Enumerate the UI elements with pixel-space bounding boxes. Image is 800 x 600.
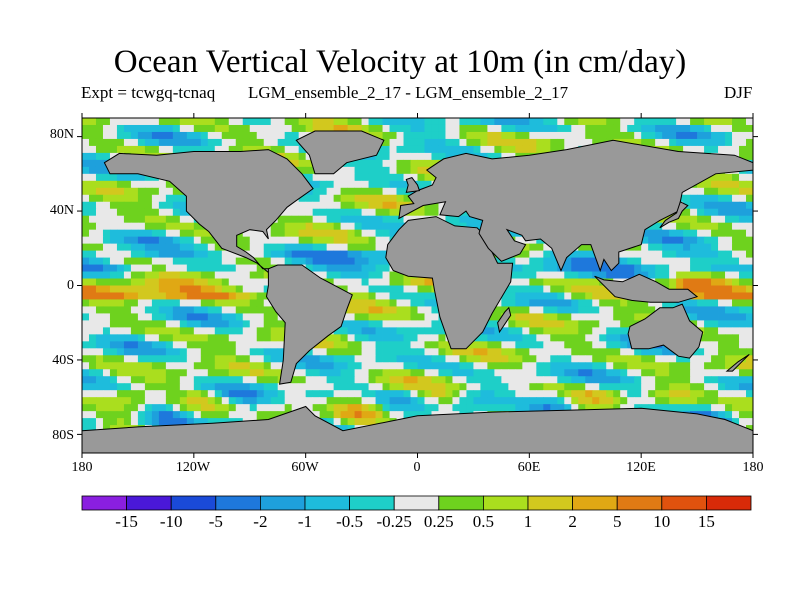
land-antarctica xyxy=(82,405,753,453)
x-tick-label: 120W xyxy=(175,460,211,475)
land-greenland xyxy=(295,130,385,175)
colorbar-label: -1 xyxy=(297,512,313,531)
land-australia xyxy=(627,303,704,359)
land-japan xyxy=(659,201,689,229)
x-tick-label: 60E xyxy=(517,460,541,475)
colorbar-swatch xyxy=(572,495,618,511)
colorbar-label: 10 xyxy=(653,512,671,531)
chart-title: Ocean Vertical Velocity at 10m (in cm/da… xyxy=(113,44,687,80)
y-tick-label: 40S xyxy=(52,353,74,368)
season-label: DJF xyxy=(724,83,753,102)
colorbar-swatch xyxy=(527,495,573,511)
land-uk xyxy=(405,177,421,193)
land-new-zealand xyxy=(725,353,750,372)
land-south-america xyxy=(265,264,353,385)
ensemble-label: LGM_ensemble_2_17 - LGM_ensemble_2_17 xyxy=(248,83,569,102)
y-tick-label: 0 xyxy=(67,278,74,293)
x-tick-label: 60W xyxy=(291,460,319,475)
colorbar-label: 0.25 xyxy=(423,512,454,531)
land-madagascar xyxy=(497,306,512,334)
x-tick-label: 180 xyxy=(71,460,93,475)
y-tick-label: 80N xyxy=(49,127,74,142)
colorbar-swatch xyxy=(349,495,395,511)
land-north-america xyxy=(103,149,314,274)
colorbar-label: -10 xyxy=(159,512,183,531)
x-tick-label: 180 xyxy=(742,460,764,475)
colorbar-swatch xyxy=(215,495,261,511)
colorbar-swatch xyxy=(706,495,752,511)
colorbar-swatch xyxy=(616,495,663,511)
colorbar-swatch xyxy=(81,495,127,511)
colorbar-label: -2 xyxy=(253,512,268,531)
experiment-label: Expt = tcwgq-tcnaq xyxy=(81,83,216,102)
land-eurasia xyxy=(398,139,753,273)
colorbar-swatch xyxy=(482,495,529,511)
colorbar-label: -15 xyxy=(115,512,138,531)
y-tick-label: 80S xyxy=(52,428,74,443)
colorbar-swatch xyxy=(661,495,707,511)
colorbar-label: 2 xyxy=(568,512,577,531)
colorbar-label: -0.5 xyxy=(336,512,364,531)
colorbar-swatch xyxy=(304,495,350,511)
colorbar-label: -0.25 xyxy=(376,512,412,531)
colorbar-swatch xyxy=(438,495,484,511)
land-layer xyxy=(82,130,753,453)
colorbar-label: -5 xyxy=(208,512,223,531)
colorbar-label: 0.5 xyxy=(472,512,495,531)
colorbar-label: 15 xyxy=(697,512,715,531)
colorbar-swatch xyxy=(126,495,172,511)
land-africa xyxy=(385,216,514,350)
colorbar-swatch xyxy=(393,495,440,511)
x-tick-label: 0 xyxy=(413,460,421,475)
x-tick-label: 120E xyxy=(626,460,656,475)
colorbar-swatch xyxy=(170,495,217,511)
colorbar-label: 5 xyxy=(612,512,622,531)
y-tick-label: 40N xyxy=(49,203,74,218)
colorbar-label: 1 xyxy=(523,512,533,531)
colorbar-swatch xyxy=(259,495,306,511)
land-indonesia xyxy=(594,273,699,303)
